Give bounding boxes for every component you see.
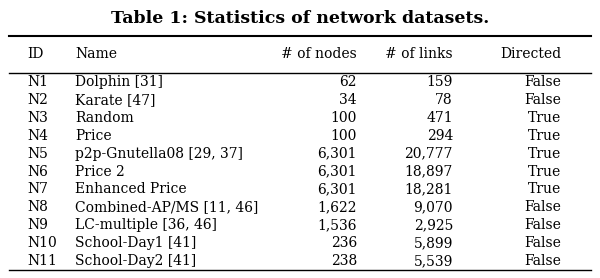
Text: N8: N8 [27, 200, 48, 214]
Text: N7: N7 [27, 182, 48, 197]
Text: Name: Name [75, 47, 117, 61]
Text: True: True [528, 182, 561, 197]
Text: N2: N2 [27, 93, 48, 107]
Text: 6,301: 6,301 [317, 165, 357, 178]
Text: 238: 238 [331, 254, 357, 268]
Text: 9,070: 9,070 [413, 200, 453, 214]
Text: False: False [524, 75, 561, 89]
Text: True: True [528, 111, 561, 125]
Text: 471: 471 [427, 111, 453, 125]
Text: False: False [524, 254, 561, 268]
Text: 62: 62 [340, 75, 357, 89]
Text: 100: 100 [331, 111, 357, 125]
Text: True: True [528, 147, 561, 161]
Text: Price 2: Price 2 [75, 165, 125, 178]
Text: 20,777: 20,777 [404, 147, 453, 161]
Text: Dolphin [31]: Dolphin [31] [75, 75, 163, 89]
Text: N9: N9 [27, 218, 48, 232]
Text: 236: 236 [331, 236, 357, 250]
Text: 294: 294 [427, 129, 453, 143]
Text: # of nodes: # of nodes [281, 47, 357, 61]
Text: Combined-AP/MS [11, 46]: Combined-AP/MS [11, 46] [75, 200, 259, 214]
Text: Enhanced Price: Enhanced Price [75, 182, 187, 197]
Text: Price: Price [75, 129, 112, 143]
Text: N11: N11 [27, 254, 57, 268]
Text: 18,897: 18,897 [404, 165, 453, 178]
Text: 5,899: 5,899 [413, 236, 453, 250]
Text: N6: N6 [27, 165, 48, 178]
Text: 6,301: 6,301 [317, 182, 357, 197]
Text: True: True [528, 165, 561, 178]
Text: False: False [524, 236, 561, 250]
Text: True: True [528, 129, 561, 143]
Text: 6,301: 6,301 [317, 147, 357, 161]
Text: Karate [47]: Karate [47] [75, 93, 155, 107]
Text: p2p-Gnutella08 [29, 37]: p2p-Gnutella08 [29, 37] [75, 147, 243, 161]
Text: ID: ID [27, 47, 43, 61]
Text: 78: 78 [436, 93, 453, 107]
Text: False: False [524, 93, 561, 107]
Text: 100: 100 [331, 129, 357, 143]
Text: N5: N5 [27, 147, 48, 161]
Text: False: False [524, 200, 561, 214]
Text: 2,925: 2,925 [413, 218, 453, 232]
Text: School-Day2 [41]: School-Day2 [41] [75, 254, 196, 268]
Text: 159: 159 [427, 75, 453, 89]
Text: 34: 34 [340, 93, 357, 107]
Text: Table 1: Statistics of network datasets.: Table 1: Statistics of network datasets. [111, 10, 489, 27]
Text: Random: Random [75, 111, 134, 125]
Text: 5,539: 5,539 [413, 254, 453, 268]
Text: # of links: # of links [385, 47, 453, 61]
Text: N4: N4 [27, 129, 48, 143]
Text: N1: N1 [27, 75, 48, 89]
Text: Directed: Directed [500, 47, 561, 61]
Text: N3: N3 [27, 111, 48, 125]
Text: School-Day1 [41]: School-Day1 [41] [75, 236, 196, 250]
Text: 1,622: 1,622 [317, 200, 357, 214]
Text: 18,281: 18,281 [404, 182, 453, 197]
Text: N10: N10 [27, 236, 57, 250]
Text: 1,536: 1,536 [317, 218, 357, 232]
Text: False: False [524, 218, 561, 232]
Text: LC-multiple [36, 46]: LC-multiple [36, 46] [75, 218, 217, 232]
